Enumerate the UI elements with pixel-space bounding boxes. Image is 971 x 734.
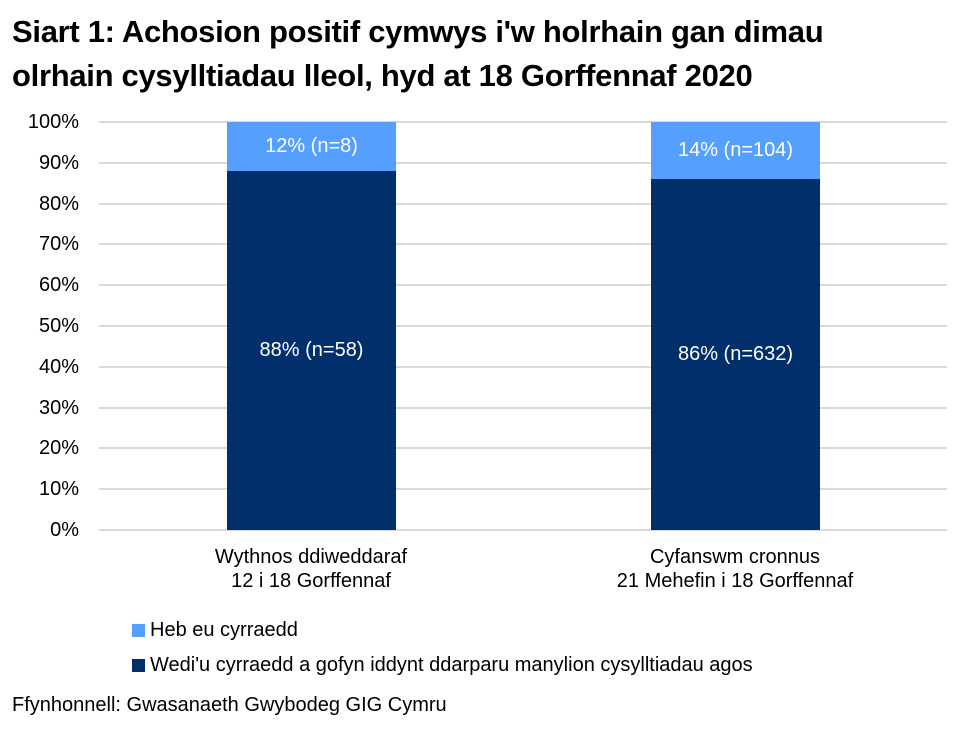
gridline-0 [99, 529, 947, 531]
gridline-70 [99, 243, 947, 246]
x-axis-label-line-2: 12 i 18 Gorffennaf [231, 570, 391, 592]
legend-swatch-icon [132, 623, 145, 637]
bar-segment-not-reached: 12% (n=8) [227, 122, 396, 171]
data-label: 86% (n=632) [677, 343, 794, 365]
bar-segment-not-reached: 14% (n=104) [651, 122, 820, 179]
gridline-20 [99, 447, 947, 450]
gridline-60 [99, 284, 947, 287]
gridline-10 [99, 488, 947, 491]
gridline-80 [99, 202, 947, 205]
data-label: 88% (n=58) [259, 339, 364, 361]
y-tick-label: 60% [38, 274, 79, 297]
bar-segment-reached: 88% (n=58) [227, 171, 396, 530]
x-axis-label-latest-week: Wythnos ddiweddaraf 12 i 18 Gorffennaf [151, 545, 471, 593]
y-tick-label: 0% [50, 519, 79, 541]
chart-title: Siart 1: Achosion positif cymwys i'w hol… [12, 10, 962, 98]
y-tick-label: 20% [38, 437, 79, 460]
data-label: 14% (n=104) [677, 139, 794, 161]
y-tick-label: 10% [38, 478, 79, 501]
legend-label: Wedi'u cyrraedd a gofyn iddynt ddarparu … [150, 654, 753, 676]
legend-item-not-reached: Heb eu cyrraedd [132, 618, 298, 642]
data-label: 12% (n=8) [265, 135, 358, 157]
legend-label: Heb eu cyrraedd [150, 619, 298, 641]
x-axis-label-line-1: Wythnos ddiweddaraf [214, 546, 408, 568]
y-tick-label: 30% [38, 396, 79, 419]
gridline-50 [99, 325, 947, 327]
y-tick-label: 50% [38, 315, 79, 337]
bar-cumulative-total: 14% (n=104) 86% (n=632) [651, 122, 820, 530]
plot-area: 100% 90% 80% 70% 60% 50% 40% 30% 20% 10%… [28, 112, 947, 540]
legend-swatch-icon [132, 658, 145, 672]
y-tick-label: 80% [38, 192, 79, 215]
x-axis-label-line-2: 21 Mehefin i 18 Gorffennaf [616, 570, 854, 592]
bar-latest-week: 12% (n=8) 88% (n=58) [227, 122, 396, 530]
chart-title-line-2: olrhain cysylltiadau lleol, hyd at 18 Go… [12, 58, 753, 93]
gridline-30 [99, 406, 947, 409]
gridline-100 [99, 121, 947, 123]
y-tick-label: 100% [27, 111, 79, 133]
chart-title-line-1: Siart 1: Achosion positif cymwys i'w hol… [12, 14, 824, 49]
gridline-90 [99, 161, 947, 164]
y-tick-label: 70% [38, 233, 79, 256]
x-axis-label-line-1: Cyfanswm cronnus [649, 546, 821, 568]
legend-item-reached: Wedi'u cyrraedd a gofyn iddynt ddarparu … [132, 653, 753, 677]
source-note: Ffynhonnell: Gwasanaeth Gwybodeg GIG Cym… [12, 694, 447, 716]
bar-segment-reached: 86% (n=632) [651, 179, 820, 530]
y-tick-label: 90% [38, 151, 79, 174]
x-axis-label-cumulative: Cyfanswm cronnus 21 Mehefin i 18 Gorffen… [575, 545, 895, 593]
y-tick-label: 40% [38, 355, 79, 378]
gridline-40 [99, 365, 947, 368]
